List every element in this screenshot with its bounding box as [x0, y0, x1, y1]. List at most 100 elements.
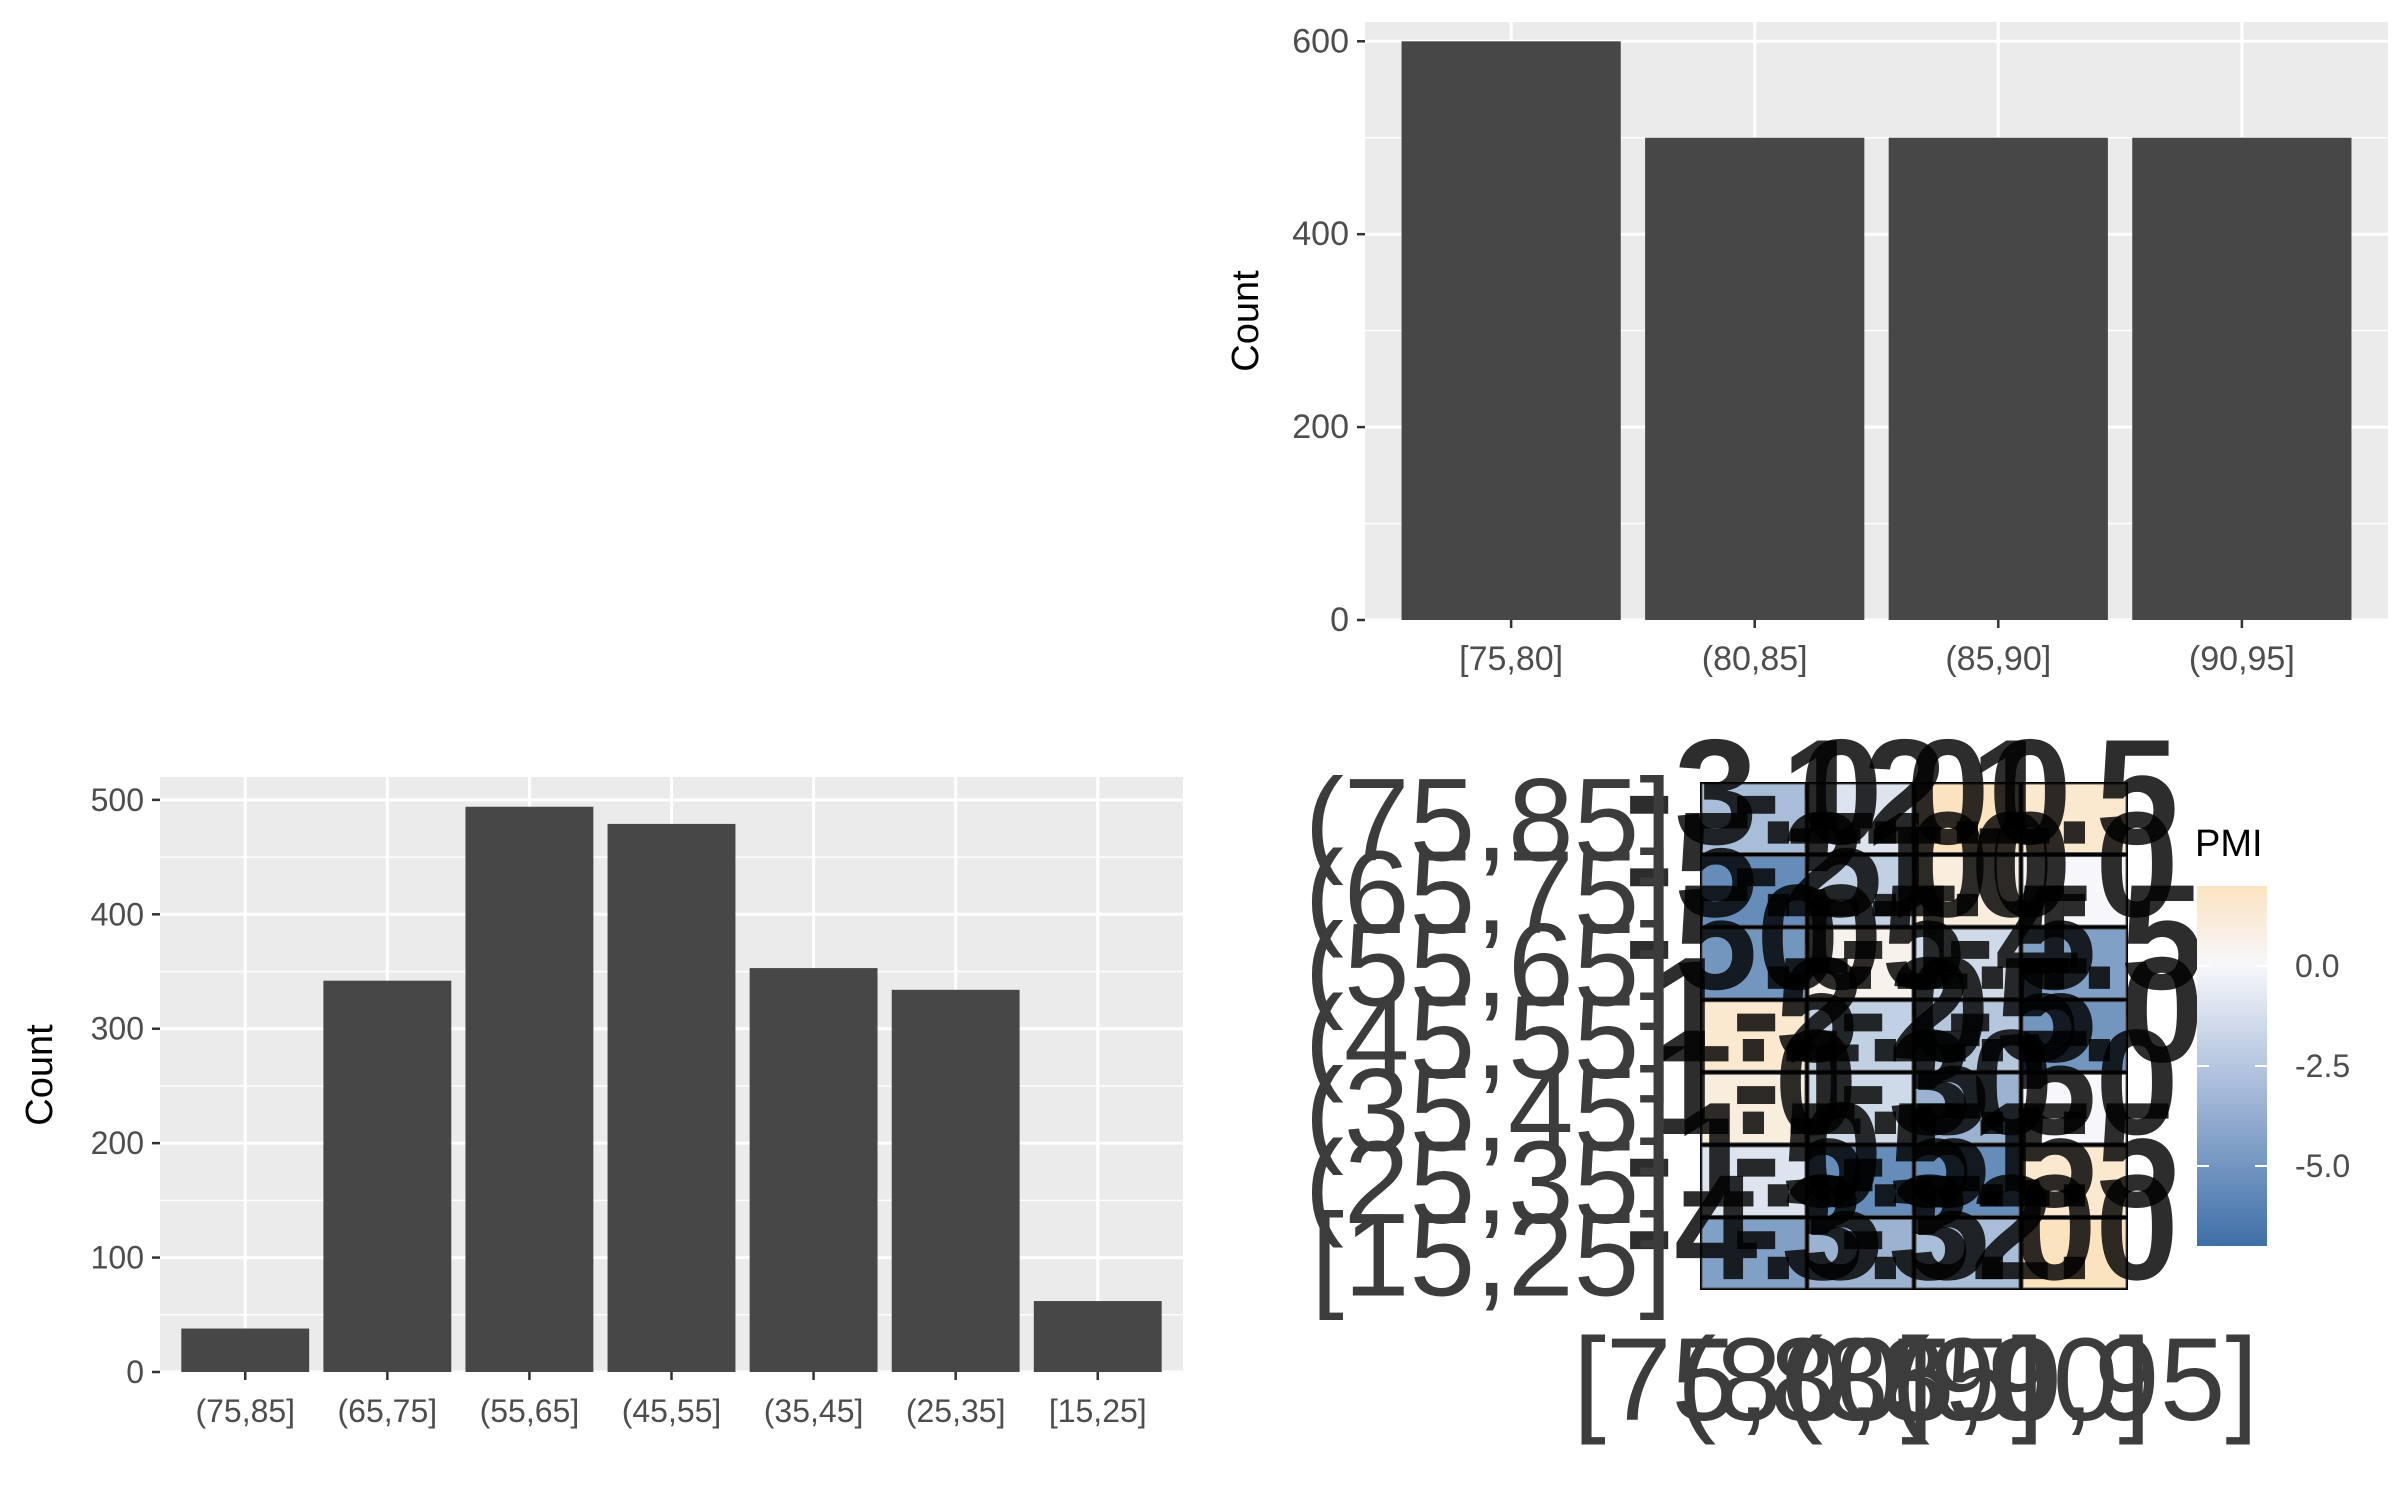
- heatmap-cell-label: -5.5: [1731, 1071, 1989, 1239]
- y-tick-label: 500: [91, 782, 144, 818]
- heatmap-cell-label: -1.5: [1838, 853, 2096, 1021]
- bottom-x-axis: (75,85] (65,75] (55,65] (45,55] (35,45] (25,3…: [195, 1372, 1147, 1429]
- top-y-axis-title: Count: [1225, 270, 1267, 372]
- y-tick-label: 200: [91, 1125, 144, 1161]
- heatmap-cell: [1808, 1218, 1913, 1289]
- heatmap-cell: [1701, 856, 1806, 926]
- heatmap-cell: [2022, 1218, 2127, 1289]
- bar: [607, 823, 736, 1372]
- heatmap-cell-label: -2.0: [1731, 780, 1989, 948]
- heatmap-cell-label: 1.5: [1649, 925, 1858, 1093]
- heatmap-cell: [2022, 856, 2127, 926]
- heatmap-cell: [1701, 783, 1806, 854]
- heatmap-cell-label: -5.5: [1624, 780, 1882, 948]
- heatmap-cell: [1701, 1001, 1806, 1071]
- heatmap-cell-label: -1.0: [1731, 708, 1989, 876]
- y-tick-label: 200: [1292, 408, 1349, 446]
- top-x-axis: [75,80] (80,85] (85,90] (90,95]: [1459, 620, 2295, 678]
- bar: [1033, 1301, 1162, 1372]
- y-tick-label: 0: [1330, 601, 1349, 639]
- heatmap-cell-label: 2.0: [1863, 708, 2072, 876]
- bar: [1888, 137, 2108, 620]
- x-tick-label: (25,35]: [906, 1393, 1006, 1429]
- top-bars: [1401, 41, 2352, 620]
- heatmap-cell-label: 0.0: [1970, 780, 2179, 948]
- heatmap-cell: [1701, 1218, 1806, 1289]
- heatmap-cell: [2022, 1001, 2127, 1071]
- heatmap-cell-label: -4.5: [1624, 1143, 1882, 1311]
- bar: [891, 989, 1020, 1372]
- heatmap-cell: [1915, 856, 2020, 926]
- x-tick-label: (55,65]: [480, 1393, 580, 1429]
- heatmap-cell-label: 0.5: [1756, 853, 1965, 1021]
- legend-tick-label: -5.0: [2295, 1148, 2350, 1184]
- heatmap-col-label: (90,95]: [1891, 1314, 2258, 1446]
- heatmap-cell-label: -1.5: [1731, 998, 1989, 1166]
- bar: [2132, 137, 2352, 620]
- heatmap-cell: [1701, 928, 1806, 999]
- heatmap-cell: [2022, 1073, 2127, 1144]
- y-tick-label: 400: [91, 896, 144, 932]
- bar: [323, 980, 452, 1372]
- x-tick-label: (75,85]: [195, 1393, 295, 1429]
- x-tick-label: (90,95]: [2189, 640, 2295, 678]
- heatmap-cell-label: 1.5: [1970, 708, 2179, 876]
- heatmap-cell-label: 0.0: [1970, 998, 2179, 1166]
- bar: [181, 1328, 310, 1372]
- heatmap-cell-label: -3.5: [1838, 998, 2096, 1166]
- heatmap-cell-label: -3.0: [1838, 1143, 2096, 1311]
- heatmap-cell-label: -2.5: [1838, 925, 2096, 1093]
- heatmap-cell: [1808, 856, 1913, 926]
- heatmap-cell: [2022, 1146, 2127, 1216]
- heatmap-cell-label: 1.5: [1970, 1071, 2179, 1239]
- x-tick-label: (35,45]: [764, 1393, 864, 1429]
- heatmap-row-label: (25,35]: [1305, 1117, 1672, 1249]
- bottom-y-axis-title: Count: [19, 1024, 61, 1126]
- legend-tick-label: 0.0: [2295, 948, 2339, 984]
- heatmap-cell-label: -5.5: [1838, 1071, 2096, 1239]
- heatmap-cell: [1808, 1146, 1913, 1216]
- legend-ticks: 0.0 -2.5 -5.0: [2197, 948, 2350, 1184]
- y-tick-label: 300: [91, 1011, 144, 1047]
- legend-tick-label: -2.5: [2295, 1048, 2350, 1084]
- x-tick-label: [15,25]: [1049, 1393, 1147, 1429]
- heatmap-col-label: [75,80]: [1573, 1314, 1934, 1446]
- heatmap-cell: [1915, 1218, 2020, 1289]
- x-tick-label: (45,55]: [622, 1393, 722, 1429]
- legend-title: PMI: [2195, 823, 2263, 865]
- heatmap-cell: [1701, 1073, 1806, 1144]
- y-tick-label: 600: [1292, 22, 1349, 60]
- x-tick-label: (80,85]: [1702, 640, 1808, 678]
- heatmap-col-labels: [75,80](80,85](85,90](90,95]: [1573, 1314, 2258, 1446]
- heatmap-row-label: (55,65]: [1305, 899, 1672, 1031]
- heatmap-cell-label: -5.0: [1945, 925, 2203, 1093]
- bar: [1401, 41, 1621, 620]
- heatmap-cell: [1915, 783, 2020, 854]
- heatmap-cell: [1915, 1001, 2020, 1071]
- heatmap-cell-label: -3.0: [1624, 708, 1882, 876]
- heatmap-cell-label: -4.5: [1945, 853, 2203, 1021]
- heatmap-row-label: (65,75]: [1305, 827, 1672, 959]
- heatmap-row-label: [15,25]: [1311, 1190, 1672, 1322]
- x-tick-label: (65,75]: [338, 1393, 438, 1429]
- heatmap-cell-label: -5.0: [1624, 853, 1882, 1021]
- heatmap-row-label: (35,45]: [1305, 1045, 1672, 1177]
- bottom-y-axis: 0 100 200 300 400 500: [91, 782, 160, 1390]
- heatmap-row-labels: (75,85](65,75](55,65](45,55](35,45](25,3…: [1305, 754, 1672, 1321]
- bar: [1645, 137, 1865, 620]
- heatmap-cell: [1808, 1001, 1913, 1071]
- heatmap-label-overlay: -3.0-1.02.01.5-5.5-2.01.00.0-5.00.5-1.5-…: [1624, 708, 2203, 1311]
- y-tick-label: 400: [1292, 215, 1349, 253]
- heatmap-cell: [1808, 928, 1913, 999]
- heatmap-cell-label: 1.0: [1649, 998, 1858, 1166]
- y-tick-label: 100: [91, 1240, 144, 1276]
- heatmap-row-label: (75,85]: [1305, 754, 1672, 886]
- heatmap-cell-label: -3.5: [1731, 1143, 1989, 1311]
- heatmap-cell-label: -1.0: [1624, 1071, 1882, 1239]
- heatmap-cell: [2022, 928, 2127, 999]
- x-tick-label: [75,80]: [1459, 640, 1563, 678]
- heatmap-cell: [1808, 783, 1913, 854]
- top-y-axis: 0 200 400 600: [1292, 22, 1365, 639]
